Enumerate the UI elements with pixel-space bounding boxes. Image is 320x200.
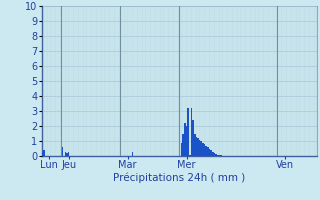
Bar [181, 142, 182, 156]
Bar [186, 126, 188, 156]
Bar [199, 140, 201, 156]
Bar [219, 154, 220, 156]
Bar [184, 123, 186, 156]
Bar [189, 154, 191, 156]
Bar [182, 134, 184, 156]
Bar [196, 137, 197, 156]
Bar [202, 142, 204, 156]
Bar [192, 120, 194, 156]
Bar [191, 108, 192, 156]
Bar [132, 152, 133, 156]
Bar [43, 150, 45, 156]
Bar [204, 144, 205, 156]
Bar [220, 155, 222, 156]
Bar [214, 153, 215, 156]
Bar [66, 153, 68, 156]
Bar [209, 148, 210, 156]
X-axis label: Précipitations 24h ( mm ): Précipitations 24h ( mm ) [113, 173, 245, 183]
Bar [194, 134, 196, 156]
Bar [201, 141, 202, 156]
Bar [215, 154, 217, 156]
Bar [42, 152, 43, 156]
Bar [188, 108, 189, 156]
Bar [217, 154, 219, 156]
Bar [65, 152, 66, 156]
Bar [210, 150, 212, 156]
Bar [207, 147, 209, 156]
Bar [205, 146, 207, 156]
Bar [197, 138, 199, 156]
Bar [61, 147, 63, 156]
Bar [68, 152, 69, 156]
Bar [212, 152, 214, 156]
